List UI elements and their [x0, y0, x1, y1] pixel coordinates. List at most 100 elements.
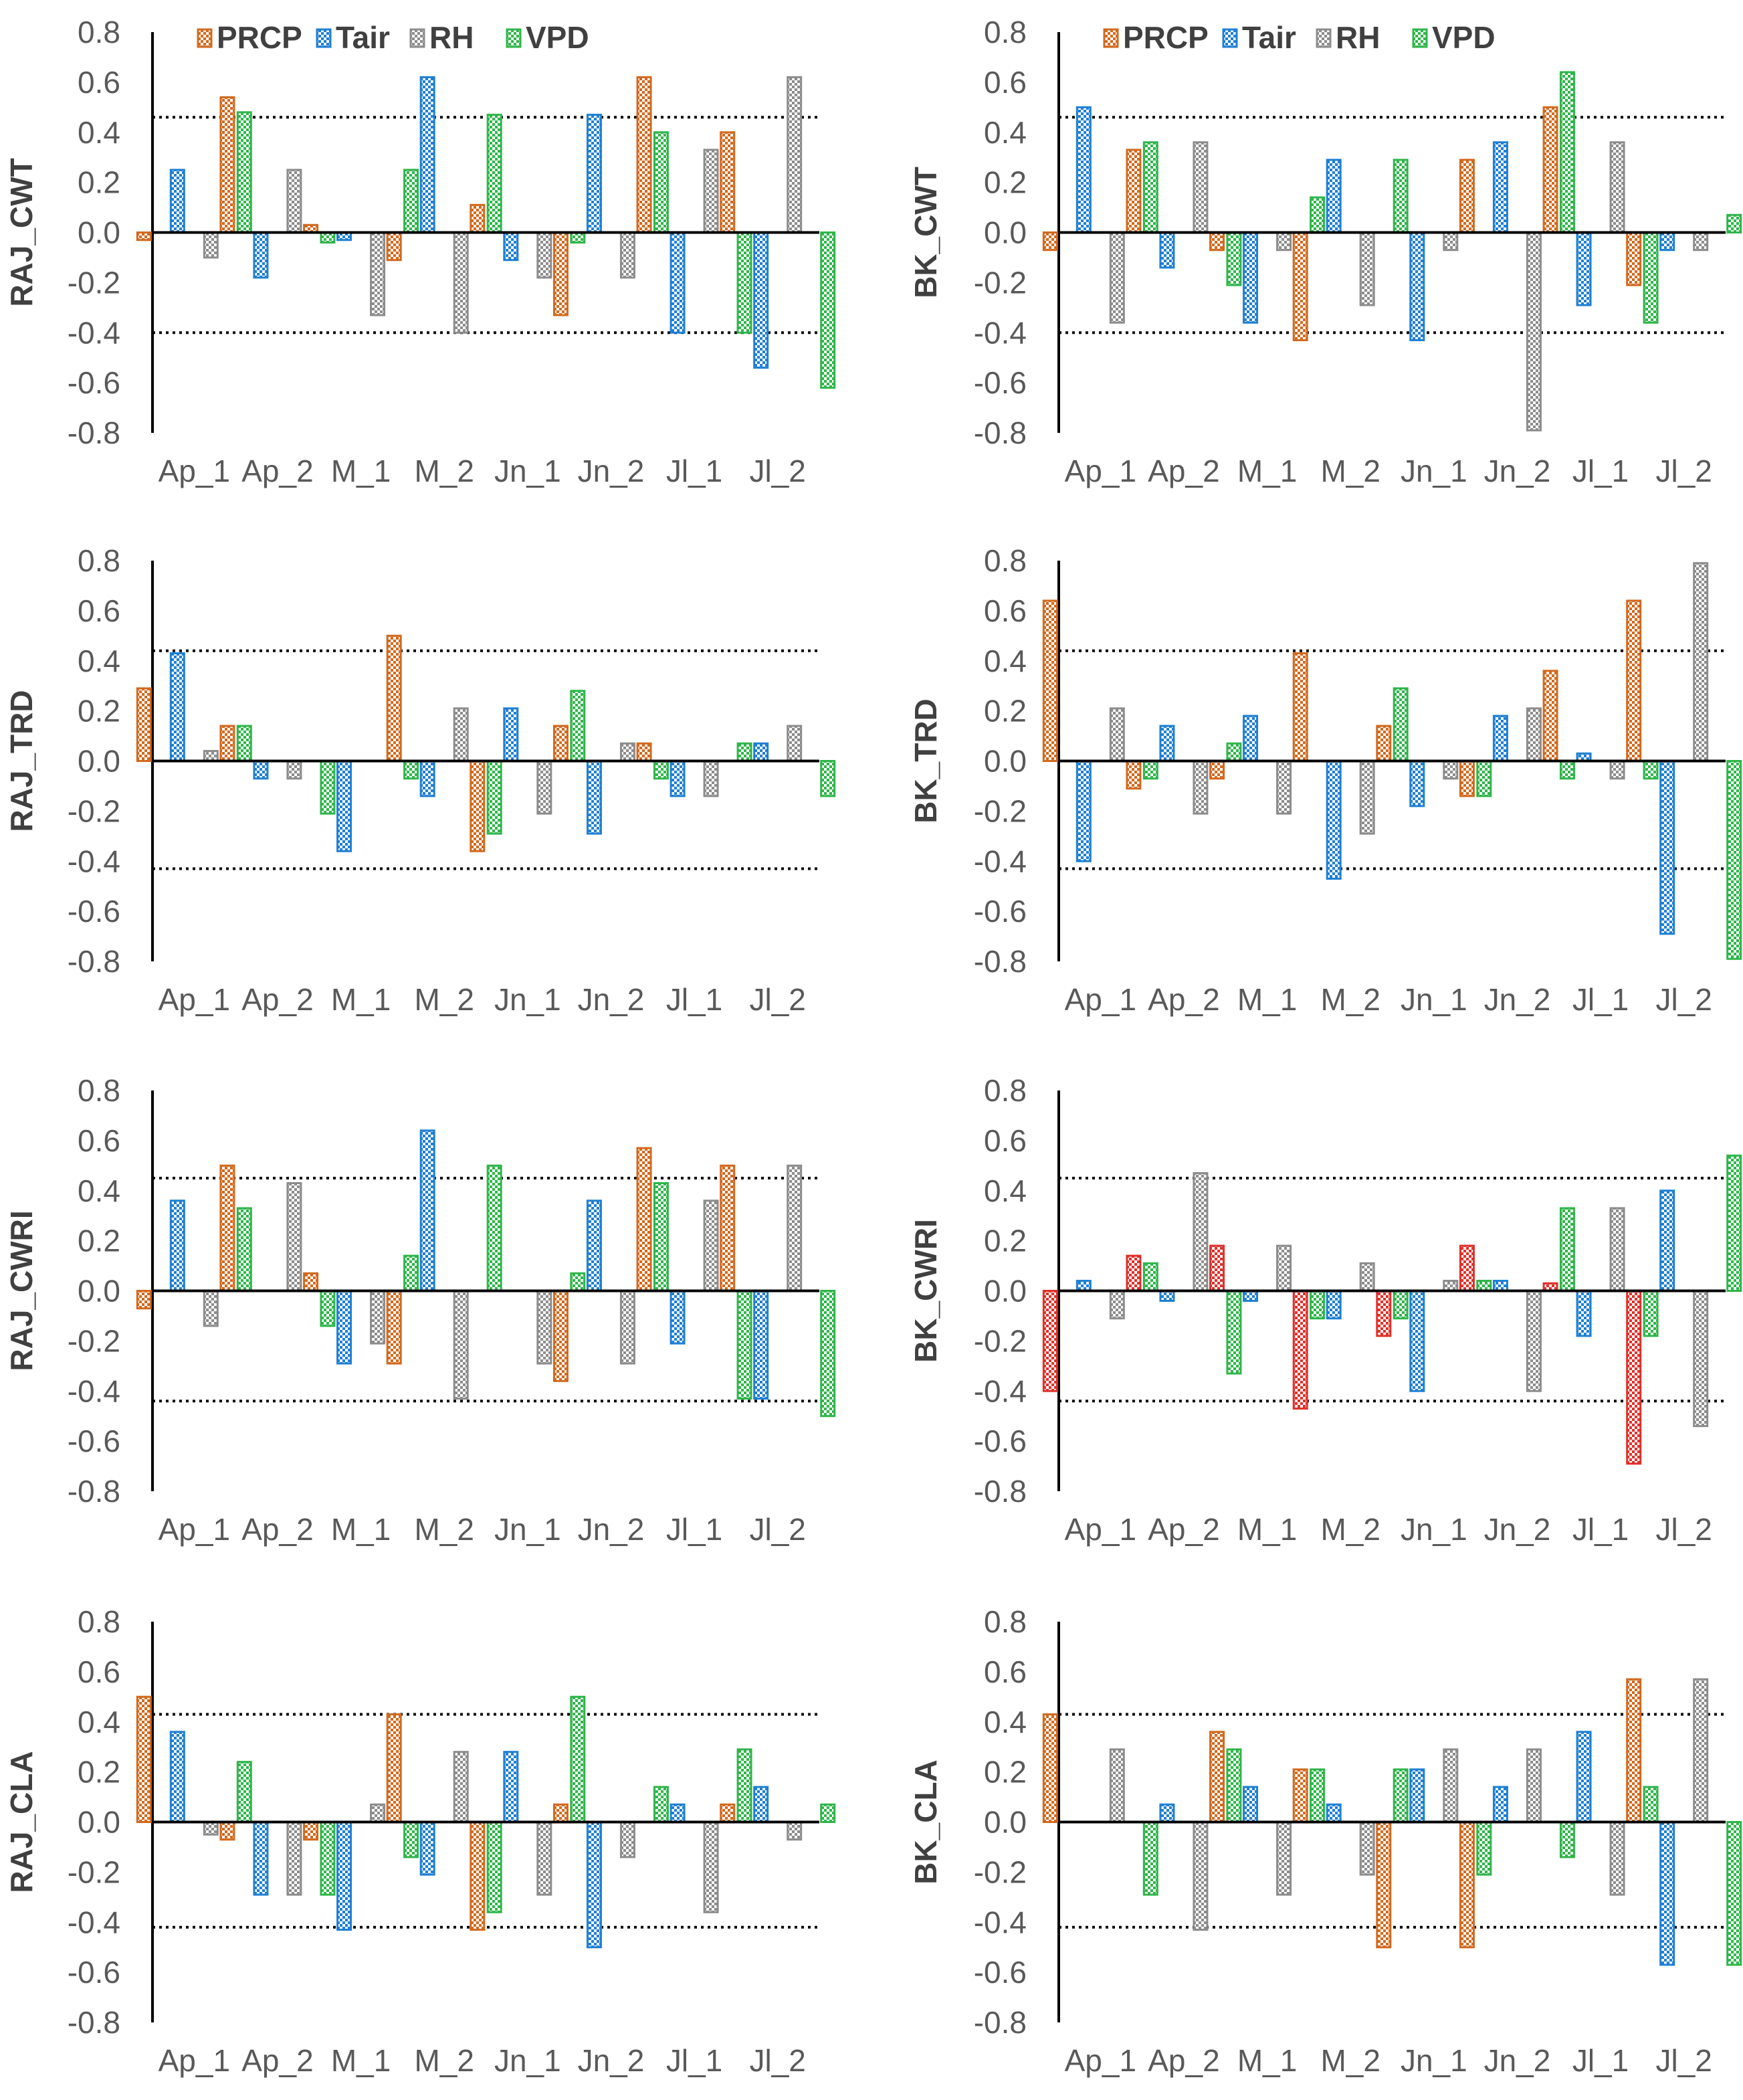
bar-prcp	[1042, 231, 1058, 252]
bar-vpd	[403, 1254, 419, 1293]
y-tick-label: 0.2	[984, 694, 1027, 729]
bar-tair	[336, 760, 352, 852]
bar-tair	[253, 760, 269, 780]
bar-rh	[1193, 1172, 1209, 1292]
bar-tair	[586, 114, 602, 233]
x-tick-label: M_1	[331, 454, 391, 488]
legend-swatch-prcp	[197, 28, 213, 48]
bar-tair	[1326, 1803, 1342, 1823]
x-tick-label: Ap_2	[241, 1512, 313, 1547]
x-tick-label: M_2	[1320, 982, 1380, 1017]
x-tick-label: Jn_1	[494, 982, 561, 1017]
bar-vpd	[403, 1821, 419, 1858]
bar-tair	[503, 231, 519, 262]
bar-vpd	[820, 1803, 836, 1823]
bar-vpd	[570, 231, 586, 244]
bar-rh	[1443, 760, 1459, 780]
bar-prcp	[219, 1164, 235, 1292]
bar-prcp	[1626, 1678, 1642, 1823]
bar-tair	[1659, 1189, 1675, 1292]
bar-vpd	[820, 231, 836, 389]
y-tick-label: 0.2	[78, 694, 120, 729]
bar-prcp	[303, 1821, 319, 1841]
bar-vpd	[1393, 1768, 1409, 1824]
x-tick-label: Ap_2	[1148, 454, 1219, 488]
y-axis-label: BK_CWT	[908, 167, 943, 298]
bar-prcp	[1209, 1244, 1225, 1293]
legend-label: PRCP	[217, 20, 302, 55]
bar-vpd	[736, 1290, 752, 1400]
bar-tair	[253, 231, 269, 279]
bar-vpd	[1726, 1154, 1742, 1293]
bar-vpd	[1559, 71, 1575, 234]
bar-rh	[203, 1290, 219, 1327]
bar-rh	[286, 760, 302, 780]
legend-label: Tair	[336, 20, 390, 55]
bar-rh	[703, 149, 719, 233]
bar-tair	[1409, 1768, 1425, 1824]
bar-prcp	[470, 1821, 486, 1931]
bar-rh	[1276, 1821, 1292, 1896]
y-tick-label: 0.6	[78, 1654, 120, 1689]
bar-rh	[536, 760, 552, 815]
y-tick-label: -0.8	[68, 415, 120, 450]
bar-prcp	[552, 1803, 569, 1823]
bar-tair	[1243, 231, 1259, 324]
bar-tair	[1409, 231, 1425, 341]
x-tick-label: Ap_1	[1065, 2043, 1136, 2078]
bar-tair	[419, 76, 435, 233]
bar-vpd	[486, 760, 502, 835]
bar-tair	[1659, 1821, 1675, 1966]
y-tick-label: 0.4	[984, 1173, 1027, 1208]
y-tick-label: -0.6	[68, 365, 120, 400]
bar-rh	[1276, 760, 1292, 815]
bar-prcp	[552, 725, 569, 763]
bar-vpd	[1310, 196, 1326, 233]
bar-rh	[787, 76, 803, 233]
bar-vpd	[1643, 760, 1659, 780]
x-tick-label: Jl_1	[1572, 982, 1629, 1017]
bar-prcp	[136, 1695, 152, 1823]
bar-tair	[1409, 1290, 1425, 1392]
x-tick-label: Jn_2	[578, 1512, 645, 1547]
x-tick-label: Jl_1	[1572, 2043, 1629, 2078]
bar-tair	[169, 169, 185, 233]
legend-swatch-tair	[316, 28, 332, 48]
bar-vpd	[320, 231, 336, 244]
y-axis-label: RAJ_CLA	[4, 1751, 39, 1893]
bar-vpd	[1310, 1290, 1326, 1320]
bar-vpd	[653, 760, 669, 780]
y-tick-label: -0.2	[68, 1854, 120, 1889]
bar-prcp	[1459, 1244, 1475, 1293]
y-tick-label: 0.0	[984, 1805, 1027, 1840]
bar-vpd	[320, 760, 336, 815]
bar-rh	[1276, 1244, 1292, 1293]
bar-prcp	[1626, 231, 1642, 286]
x-tick-label: Jn_2	[1484, 2043, 1551, 2078]
y-tick-label: -0.6	[68, 1424, 120, 1458]
bar-vpd	[1142, 760, 1158, 780]
bar-tair	[753, 1290, 769, 1400]
bar-rh	[1193, 141, 1209, 233]
bar-tair	[419, 1129, 435, 1293]
bar-prcp	[1376, 1290, 1392, 1337]
y-tick-label: 0.8	[984, 1604, 1027, 1639]
bar-prcp	[1042, 599, 1058, 763]
bar-rh	[1443, 1748, 1459, 1823]
bar-vpd	[1726, 760, 1742, 960]
bar-tair	[503, 1751, 519, 1824]
bar-vpd	[736, 231, 752, 334]
x-tick-label: Jl_1	[1572, 1512, 1629, 1547]
x-tick-label: M_2	[1320, 2043, 1380, 2078]
x-tick-label: M_2	[414, 454, 474, 488]
bar-rh	[1609, 760, 1625, 780]
bar-vpd	[1393, 159, 1409, 233]
bar-rh	[370, 1803, 386, 1823]
bar-rh	[1609, 141, 1625, 233]
legend-swatch-rh	[1316, 28, 1332, 48]
y-tick-label: -0.2	[974, 1854, 1027, 1889]
bar-vpd	[570, 1272, 586, 1292]
y-tick-label: 0.4	[78, 644, 120, 678]
y-tick-label: 0.0	[984, 215, 1027, 250]
legend-label: RH	[429, 20, 474, 55]
